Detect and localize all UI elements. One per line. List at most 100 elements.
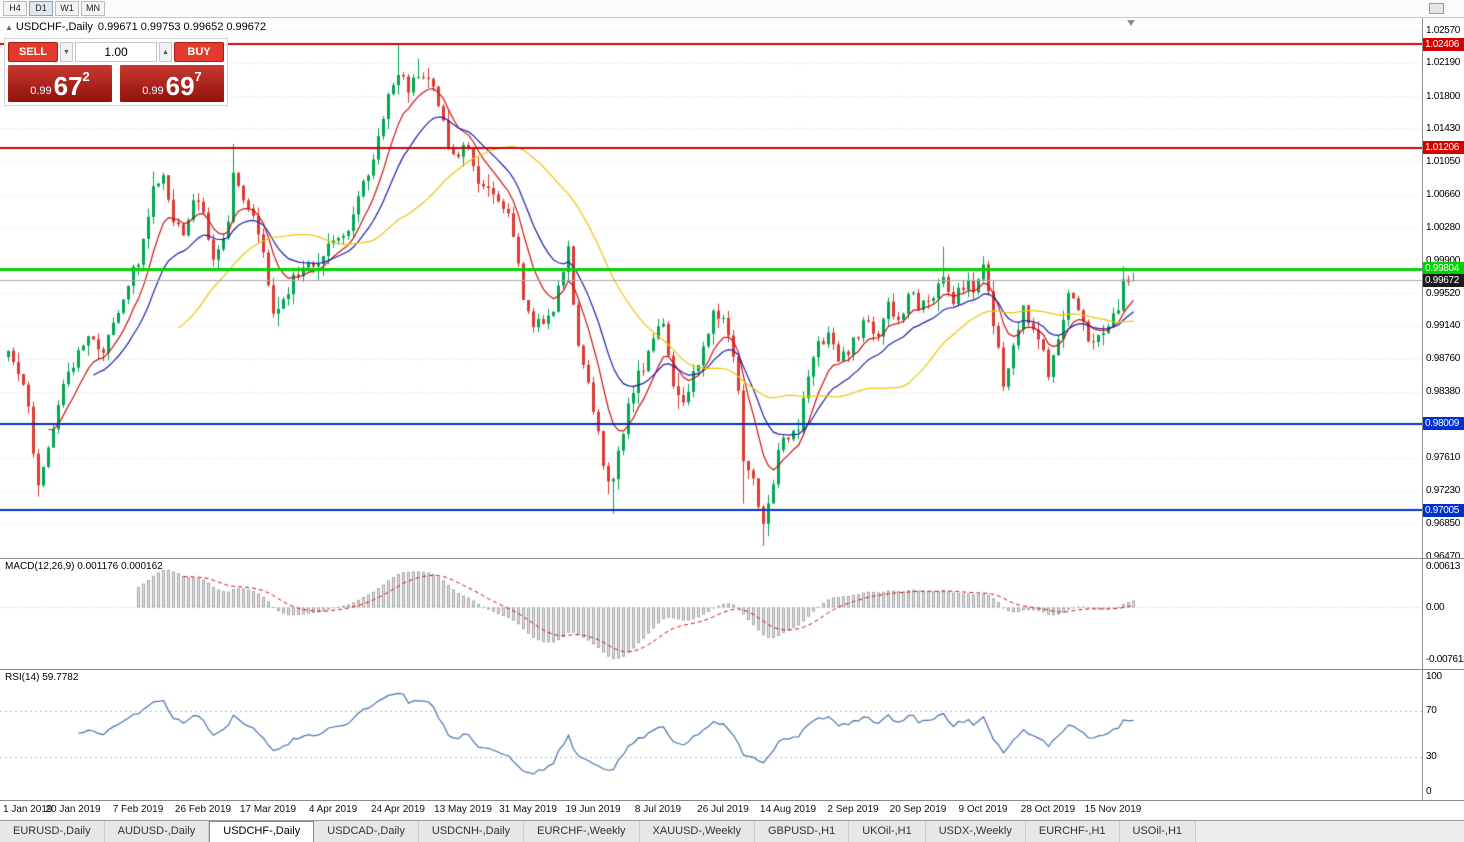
price-scale-label: 0.98380 (1426, 386, 1461, 397)
buy-price-pip-digit: 7 (194, 69, 202, 84)
volume-down-button[interactable]: ▼ (60, 42, 73, 62)
price-level-label: 1.02406 (1423, 37, 1464, 51)
price-scale-label: 0.97230 (1426, 485, 1461, 497)
one-click-trade-panel: SELL ▼ ▲ BUY 0.99 67 2 0.99 69 7 (4, 38, 228, 106)
date-axis-label: 31 May 2019 (499, 804, 557, 815)
date-axis-label: 24 Apr 2019 (371, 804, 425, 815)
date-axis-label: 2 Sep 2019 (827, 804, 879, 815)
sell-price-pip-digit: 2 (82, 69, 90, 84)
chart-tab-audusd-daily[interactable]: AUDUSD-,Daily (104, 821, 210, 842)
indicator-scale-label: -0.007612 (1426, 653, 1464, 665)
chart-tabs-bar: EURUSD-,Daily AUDUSD-,Daily USDCHF-,Daily U… (0, 820, 1464, 842)
chart-tab-usdcad-daily[interactable]: USDCAD-,Daily (314, 821, 419, 842)
collapse-trade-panel-icon[interactable]: ▲ (5, 23, 13, 32)
rsi-chart-canvas[interactable] (0, 670, 1422, 799)
window-control-box[interactable] (1429, 3, 1444, 14)
date-axis-label: 4 Apr 2019 (308, 804, 358, 815)
main-chart-panel: 1.02570 1.02190 1.01800 1.01430 1.01050 1.006… (0, 18, 1464, 558)
chart-ohlc-values: 0.99671 0.99753 0.99652 0.99672 (97, 21, 267, 33)
date-axis-label: 26 Jul 2019 (697, 804, 749, 815)
price-scale-label: 1.01430 (1426, 122, 1461, 134)
price-scale-label: 0.97610 (1426, 452, 1461, 464)
timeframe-button-w1[interactable]: W1 (55, 1, 79, 16)
price-scale-label: 1.01800 (1426, 90, 1461, 102)
sell-price-big-digits: 67 (53, 71, 83, 102)
chart-tab-xauusd-weekly[interactable]: XAUUSD-,Weekly (639, 821, 755, 842)
date-axis-label: 20 Jan 2019 (45, 804, 101, 815)
price-scale-label: 0.99520 (1426, 287, 1461, 299)
date-axis-label: 19 Jun 2019 (565, 804, 621, 815)
macd-scale[interactable]: 0.00613 0.00 -0.007612 (1422, 559, 1464, 669)
chart-tab-usoil-h1[interactable]: USOil-,H1 (1119, 821, 1197, 842)
macd-chart-canvas[interactable] (0, 559, 1422, 668)
chart-symbol-period: USDCHF-,Daily (15, 21, 93, 33)
chart-tab-usdx-weekly[interactable]: USDX-,Weekly (925, 821, 1026, 842)
macd-indicator-label: MACD(12,26,9) 0.001176 0.000162 (5, 561, 163, 572)
date-axis-label: 26 Feb 2019 (174, 804, 232, 815)
buy-price-display[interactable]: 0.99 69 7 (120, 65, 224, 102)
price-scale-label: 0.96470 (1426, 550, 1461, 558)
date-axis-label: 20 Sep 2019 (889, 804, 947, 815)
rsi-indicator-label: RSI(14) 59.7782 (5, 672, 79, 683)
date-axis-label: 14 Aug 2019 (759, 804, 817, 815)
chart-tab-ukoil-h1[interactable]: UKOil-,H1 (849, 821, 926, 842)
date-axis-label: 13 May 2019 (434, 804, 492, 815)
trade-prices-row: 0.99 67 2 0.99 69 7 (8, 65, 224, 102)
price-scale-label: 0.99140 (1426, 320, 1461, 332)
price-scale-label: 0.99900 (1426, 254, 1461, 266)
price-scale-label: 1.00280 (1426, 222, 1461, 234)
chart-tab-eurusd-daily[interactable]: EURUSD-,Daily (0, 821, 105, 842)
timeframe-button-h4[interactable]: H4 (3, 1, 27, 16)
volume-input[interactable] (75, 42, 157, 62)
price-scale-label: 1.02190 (1426, 57, 1461, 69)
date-axis-label: 17 Mar 2019 (239, 804, 297, 815)
sell-price-prefix: 0.99 (30, 84, 52, 97)
price-scale-label: 0.98760 (1426, 353, 1461, 365)
price-scale-label: 1.01050 (1426, 155, 1461, 167)
date-axis-label: 9 Oct 2019 (958, 804, 1008, 815)
date-axis-label: 8 Jul 2019 (634, 804, 682, 815)
price-scale[interactable]: 1.02570 1.02190 1.01800 1.01430 1.01050 1.006… (1422, 18, 1464, 558)
price-level-label: 0.98009 (1423, 417, 1464, 431)
sell-price-display[interactable]: 0.99 67 2 (8, 65, 112, 102)
buy-price-big-digits: 69 (165, 71, 195, 102)
chart-tab-gbpusd-h1[interactable]: GBPUSD-,H1 (754, 821, 850, 842)
date-axis-label: 15 Nov 2019 (1084, 804, 1142, 815)
chart-tab-eurchf-weekly[interactable]: EURCHF-,Weekly (524, 821, 640, 842)
time-axis[interactable]: 1 Jan 2019 20 Jan 2019 7 Feb 2019 26 Feb 20… (0, 800, 1464, 820)
date-axis-label: 7 Feb 2019 (112, 804, 164, 815)
chart-tab-usdcnh-daily[interactable]: USDCNH-,Daily (418, 821, 525, 842)
sell-button[interactable]: SELL (8, 42, 58, 62)
price-level-label: 0.97005 (1423, 503, 1464, 517)
price-scale-label: 1.02570 (1426, 24, 1461, 36)
indicator-scale-label: 30 (1426, 751, 1437, 762)
timeframe-toolbar: H4 D1 W1 MN (0, 0, 1464, 18)
rsi-scale[interactable]: 100 70 30 0 (1422, 670, 1464, 800)
indicator-scale-label: 70 (1426, 705, 1437, 716)
buy-price-prefix: 0.99 (142, 84, 164, 97)
indicator-scale-label: 100 (1426, 670, 1442, 682)
buy-button[interactable]: BUY (174, 42, 224, 62)
indicator-scale-label: 0.00 (1426, 601, 1445, 613)
trade-controls-row: SELL ▼ ▲ BUY (8, 42, 224, 62)
chart-title: ▲ USDCHF-,Daily 0.99671 0.99753 0.99652 0.… (5, 21, 266, 33)
price-scale-label: 1.00660 (1426, 189, 1461, 201)
main-price-chart-canvas[interactable] (0, 18, 1422, 558)
chart-tab-eurchf-h1[interactable]: EURCHF-,H1 (1025, 821, 1120, 842)
rsi-indicator-panel: 100 70 30 0 RSI(14) 59.7782 (0, 669, 1464, 800)
timeframe-button-group: H4 D1 W1 MN (3, 1, 105, 16)
price-level-label: 1.01206 (1423, 141, 1464, 155)
macd-indicator-panel: 0.00613 0.00 -0.007612 MACD(12,26,9) 0.001… (0, 558, 1464, 669)
indicator-scale-label: 0 (1426, 785, 1432, 797)
date-axis-label: 1 Jan 2019 (3, 804, 53, 815)
chart-tab-usdchf-daily[interactable]: USDCHF-,Daily (209, 821, 315, 842)
price-level-label: 0.99804 (1423, 262, 1464, 276)
timeframe-button-mn[interactable]: MN (81, 1, 105, 16)
price-scale-label: 0.96850 (1426, 517, 1461, 529)
timeframe-button-d1[interactable]: D1 (29, 1, 53, 16)
indicator-scale-label: 0.00613 (1426, 560, 1461, 572)
volume-up-button[interactable]: ▲ (159, 42, 172, 62)
chart-shift-marker[interactable] (1127, 20, 1135, 26)
date-axis-label: 28 Oct 2019 (1020, 804, 1076, 815)
